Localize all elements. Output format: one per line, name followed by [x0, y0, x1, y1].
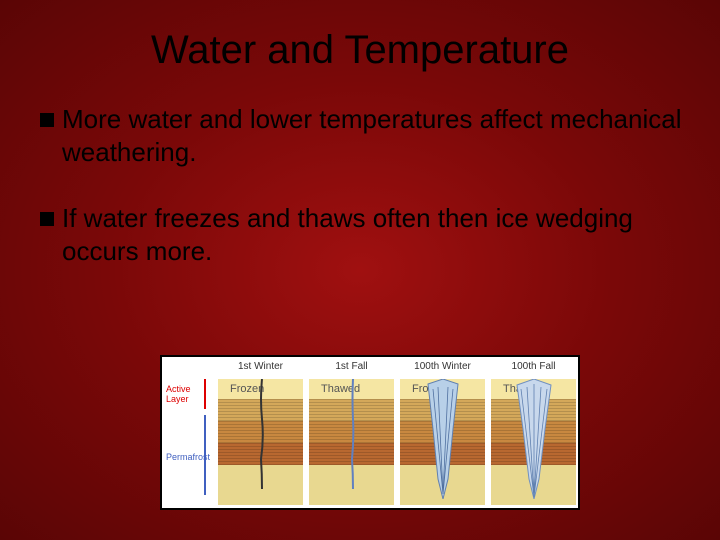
active-layer-arrow	[204, 379, 206, 409]
ice-wedge-icon	[418, 379, 468, 499]
bullet-icon	[40, 113, 54, 127]
diagram-panel: 1st Fall Thawed	[309, 375, 394, 505]
list-item: More water and lower temperatures affect…	[40, 103, 690, 168]
panel-title: 100th Winter	[400, 361, 485, 372]
crack-line	[256, 379, 268, 489]
diagram-panel: 100th Fall Thawed	[491, 375, 576, 505]
bullet-list: More water and lower temperatures affect…	[0, 103, 720, 267]
active-layer-label: ActiveLayer	[166, 385, 202, 405]
diagram-panel: 1st Winter Frozen	[218, 375, 303, 505]
bullet-text: If water freezes and thaws often then ic…	[62, 202, 690, 267]
frost-wedging-diagram: ActiveLayer Permafrost 1st Winter Frozen…	[160, 355, 580, 510]
panel-title: 100th Fall	[491, 361, 576, 372]
slide-title: Water and Temperature	[0, 0, 720, 103]
panel-title: 1st Winter	[218, 361, 303, 372]
diagram-panel: 100th Winter Frozen	[400, 375, 485, 505]
panel-title: 1st Fall	[309, 361, 394, 372]
crack-line	[347, 379, 359, 489]
bullet-text: More water and lower temperatures affect…	[62, 103, 690, 168]
permafrost-arrow	[204, 415, 206, 495]
diagram-inner: ActiveLayer Permafrost 1st Winter Frozen…	[162, 357, 578, 508]
list-item: If water freezes and thaws often then ic…	[40, 202, 690, 267]
ice-wedge-icon	[509, 379, 559, 499]
bullet-icon	[40, 212, 54, 226]
